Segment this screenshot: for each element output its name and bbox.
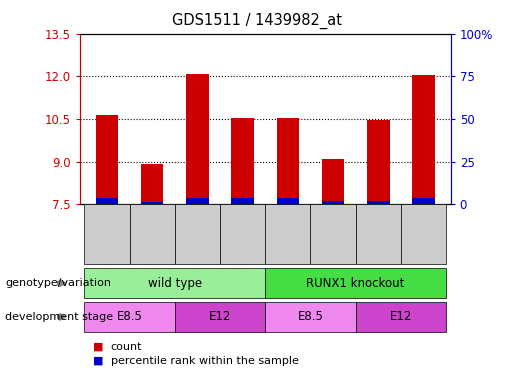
Text: E8.5: E8.5 — [298, 310, 323, 323]
Text: ■: ■ — [93, 356, 103, 366]
Bar — [231, 118, 254, 204]
Bar — [277, 118, 299, 204]
Text: development stage: development stage — [5, 312, 113, 322]
Bar — [186, 74, 209, 204]
Bar — [412, 75, 435, 204]
Text: RUNX1 knockout: RUNX1 knockout — [306, 277, 405, 290]
Text: ■: ■ — [93, 342, 103, 352]
Bar — [412, 198, 435, 204]
Text: E12: E12 — [390, 310, 412, 323]
Bar — [231, 198, 254, 204]
Bar — [141, 164, 163, 204]
Text: genotype/variation: genotype/variation — [5, 278, 111, 288]
Bar — [96, 115, 118, 204]
Bar — [322, 201, 345, 204]
Bar — [141, 201, 163, 204]
Bar — [322, 159, 345, 204]
Bar — [367, 201, 389, 204]
Text: E8.5: E8.5 — [116, 310, 143, 323]
Text: wild type: wild type — [148, 277, 202, 290]
Bar — [186, 198, 209, 204]
Bar — [277, 198, 299, 204]
Bar — [367, 120, 389, 204]
Text: GDS1511 / 1439982_at: GDS1511 / 1439982_at — [173, 13, 342, 29]
Bar — [96, 198, 118, 204]
Text: E12: E12 — [209, 310, 231, 323]
Text: count: count — [111, 342, 142, 352]
Text: percentile rank within the sample: percentile rank within the sample — [111, 356, 299, 366]
